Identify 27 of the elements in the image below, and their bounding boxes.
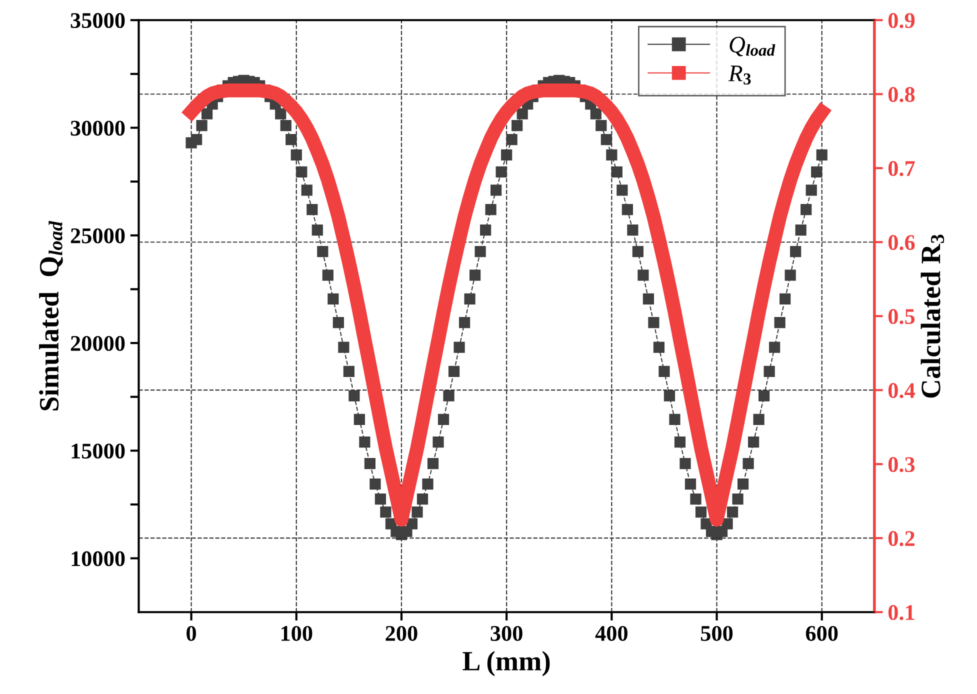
y2-tick-label: 0.9 [888, 13, 915, 28]
y-tick-label: 20000 [70, 336, 125, 351]
y2-tick-label: 0.5 [888, 309, 915, 324]
y-tick-label: 15000 [72, 444, 125, 459]
x-tick-label: 400 [595, 626, 628, 641]
y2-tick-label: 0.6 [888, 235, 915, 250]
y2-axis-title: Calculated R$_{3}$ [920, 234, 944, 398]
y-tick-label: 25000 [70, 228, 125, 244]
y2-tick-label: 0.2 [888, 531, 914, 546]
y-axis-title: Simulated Q$_{load}$ [39, 220, 63, 410]
y2-tick-label: 0.3 [888, 457, 915, 472]
legend-label: Q$_{load}$ [730, 36, 776, 56]
legend-label: R$_{3}$ [728, 66, 751, 85]
y2-tick-label: 0.4 [888, 383, 915, 398]
x-tick-label: 300 [490, 626, 522, 641]
x-axis-title: L (mm) [462, 651, 550, 676]
y2-tick-label: 0.8 [888, 87, 915, 102]
y-tick-label: 30000 [70, 120, 125, 136]
y-tick-label: 10000 [72, 551, 125, 566]
x-tick-label: 600 [806, 626, 838, 641]
y-tick-label: 35000 [70, 13, 125, 28]
x-tick-label: 0 [186, 626, 196, 641]
x-tick-label: 500 [700, 626, 733, 641]
y2-tick-label: 0.7 [888, 161, 915, 176]
y2-tick-label: 0.1 [888, 605, 914, 620]
x-tick-label: 200 [386, 626, 418, 641]
x-tick-label: 100 [281, 626, 312, 641]
